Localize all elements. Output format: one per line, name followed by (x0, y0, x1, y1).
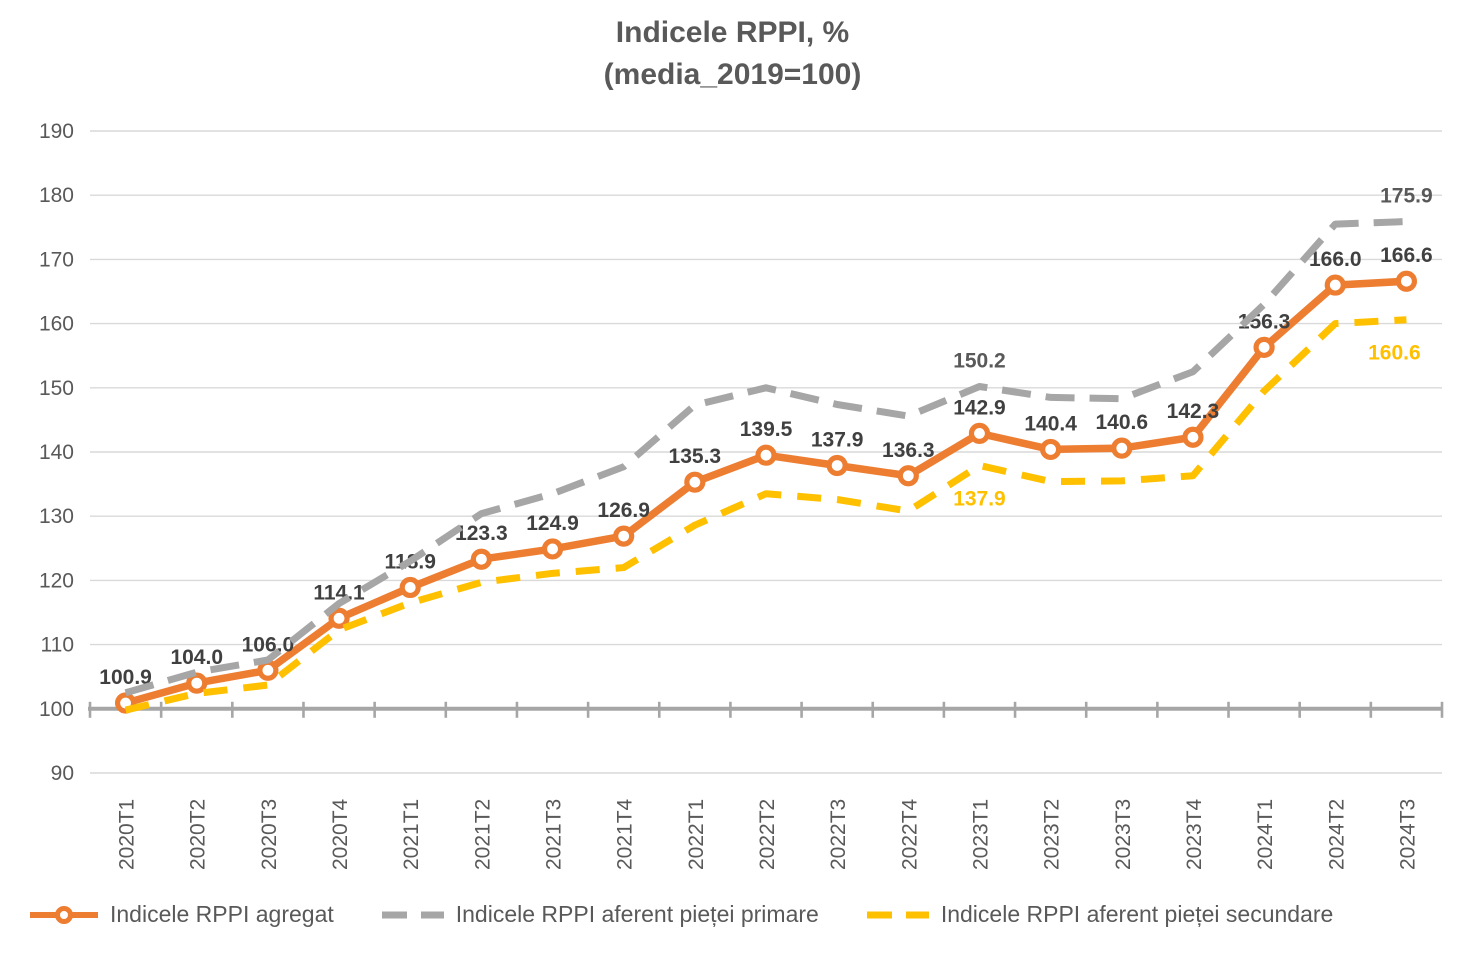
data-point-marker (897, 465, 919, 487)
x-axis-category-label: 2020T1 (116, 799, 139, 870)
data-point-marker (613, 525, 635, 547)
data-point-value-label: 137.9 (953, 487, 1006, 510)
legend-item-agregat: Indicele RPPI agregat (28, 901, 334, 928)
y-axis-tick-label: 160 (39, 313, 74, 336)
data-point-value-label: 175.9 (1380, 185, 1433, 208)
data-point-value-label: 140.6 (1096, 411, 1149, 434)
x-axis-category-label: 2021T3 (543, 799, 566, 870)
x-axis-category-label: 2022T2 (756, 799, 779, 870)
data-point-value-label: 137.9 (811, 428, 864, 451)
y-axis-tick-label: 90 (51, 762, 74, 785)
data-point-marker (328, 607, 350, 629)
x-axis-category-label: 2020T3 (258, 799, 281, 870)
data-point-value-label: 106.0 (242, 633, 295, 656)
series-line-1 (124, 218, 1407, 697)
data-point-value-label: 126.9 (597, 499, 650, 522)
x-axis-category-label: 2023T1 (969, 799, 992, 870)
data-point-value-label: 104.0 (170, 646, 223, 669)
y-axis-tick-label: 120 (39, 569, 74, 592)
x-axis-category-label: 2020T2 (187, 799, 210, 870)
legend-label-piata-secundara: Indicele RPPI aferent pieței secundare (940, 901, 1334, 927)
y-axis-tick-label: 150 (39, 377, 74, 400)
y-axis-tick-label: 170 (39, 248, 74, 271)
x-axis-category-label: 2023T2 (1041, 799, 1064, 870)
x-axis-category-label: 2021T2 (471, 799, 494, 870)
legend-solid-line-marker-icon (30, 905, 98, 924)
data-point-value-label: 166.0 (1309, 248, 1362, 271)
data-point-value-label: 142.3 (1167, 400, 1220, 423)
data-point-marker (1182, 426, 1204, 448)
data-point-marker (968, 422, 991, 444)
data-point-marker (1111, 437, 1133, 459)
data-point-value-label: 114.1 (313, 581, 365, 604)
data-point-value-label: 100.9 (99, 666, 152, 689)
data-point-value-label: 123.3 (455, 522, 508, 545)
data-point-marker (1324, 274, 1346, 296)
y-axis-tick-label: 100 (39, 698, 74, 721)
data-point-marker (541, 538, 564, 560)
x-axis-category-label: 2022T3 (827, 799, 850, 870)
series-line-2 (124, 316, 1407, 714)
x-axis-category-label: 2022T4 (898, 798, 921, 870)
data-point-value-label: 160.6 (1368, 342, 1421, 365)
x-axis-category-label: 2023T4 (1183, 798, 1206, 870)
data-point-marker (684, 471, 706, 493)
x-axis-category-label: 2024T1 (1254, 799, 1277, 870)
data-point-value-label: 166.6 (1380, 244, 1433, 267)
x-axis-category-label: 2020T4 (329, 798, 352, 870)
data-point-value-label: 135.3 (669, 445, 722, 468)
x-axis-category-label: 2021T1 (400, 799, 423, 870)
data-point-marker (1395, 270, 1418, 292)
x-axis-category-label: 2024T2 (1325, 799, 1348, 870)
data-point-marker (1040, 438, 1062, 461)
legend-item-piata-secundara: Indicele RPPI aferent pieței secundare (865, 901, 1334, 928)
x-axis-category-label: 2024T3 (1396, 799, 1419, 870)
y-axis-tick-label: 130 (39, 505, 74, 528)
y-axis-tick-label: 180 (39, 184, 74, 207)
legend-label-piata-primara: Indicele RPPI aferent pieței primare (455, 901, 819, 927)
legend-gray-dash-icon (381, 911, 444, 918)
data-point-value-label: 150.2 (953, 350, 1006, 373)
chart-title: Indicele RPPI, % (media_2019=100) (0, 12, 1465, 96)
y-axis-tick-label: 190 (39, 120, 74, 143)
y-axis-tick-label: 110 (41, 634, 74, 657)
data-point-value-label: 140.4 (1024, 412, 1077, 435)
x-axis-category-label: 2021T4 (614, 798, 637, 870)
x-axis-category-label: 2022T1 (685, 799, 708, 870)
data-point-marker (755, 444, 777, 466)
data-point-value-label: 136.3 (882, 439, 935, 462)
data-point-marker (826, 454, 848, 477)
data-point-value-label: 124.9 (526, 512, 579, 535)
legend-label-agregat: Indicele RPPI agregat (110, 901, 334, 927)
chart-legend: Indicele RPPI agregat Indicele RPPI afer… (28, 901, 1333, 928)
legend-item-piata-primara: Indicele RPPI aferent pieței primare (380, 901, 819, 928)
data-point-marker (399, 576, 421, 599)
data-point-marker (1253, 336, 1275, 358)
legend-yellow-dash-icon (866, 911, 929, 918)
chart-title-line1: Indicele RPPI, % (615, 16, 850, 49)
data-point-value-label: 139.5 (740, 418, 793, 441)
x-axis-category-label: 2023T3 (1112, 799, 1135, 870)
y-axis-tick-label: 140 (39, 441, 74, 464)
data-point-marker (257, 659, 279, 681)
data-point-marker (186, 672, 208, 694)
data-point-value-label: 142.9 (953, 396, 1006, 419)
data-point-marker (470, 548, 492, 570)
chart-title-line2: (media_2019=100) (603, 58, 862, 91)
